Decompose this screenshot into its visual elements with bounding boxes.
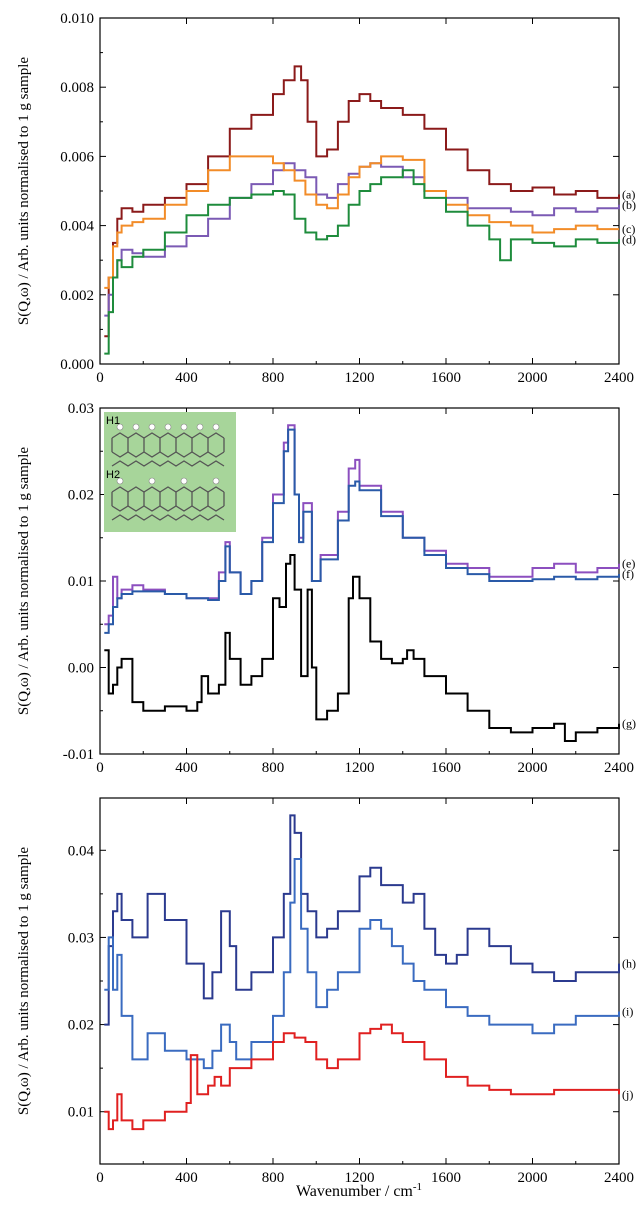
y-tick-label-bottom: 0.03 bbox=[68, 930, 94, 946]
y-tick-label-bottom: 0.02 bbox=[68, 1018, 94, 1034]
inset-label-h1: H1 bbox=[106, 415, 120, 427]
inset-hydrogen-atoms bbox=[116, 423, 220, 485]
y-tick-label-top: 0.004 bbox=[60, 219, 94, 235]
inset-lattice-h2 bbox=[111, 486, 225, 521]
series-line-f bbox=[104, 428, 620, 634]
series-label-a: (a) bbox=[622, 187, 635, 201]
x-tick-label-top: 2000 bbox=[518, 370, 548, 386]
x-tick-label-middle: 1200 bbox=[345, 760, 375, 776]
series-line-c bbox=[104, 155, 619, 289]
series-label-c: (c) bbox=[622, 222, 635, 236]
inset-background bbox=[104, 412, 236, 532]
x-tick-label-bottom: 0 bbox=[96, 1170, 104, 1186]
x-tick-label-middle: 400 bbox=[175, 760, 198, 776]
series-line-d bbox=[104, 169, 620, 355]
series-line-g bbox=[104, 554, 620, 742]
y-tick-label-middle: 0.02 bbox=[68, 488, 94, 504]
series-label-g: (g) bbox=[622, 717, 636, 731]
x-tick-label-middle: 800 bbox=[262, 760, 285, 776]
series-label-f: (f) bbox=[622, 567, 634, 581]
series-label-j: (j) bbox=[622, 1087, 633, 1101]
panel-top: 0 400 800 1200 1600 2000 2400 0.000 0.002 0.004 0.… bbox=[16, 11, 636, 386]
series-top: (a)(b) (c)(d) bbox=[104, 65, 636, 355]
y-tick-label-middle: 0.00 bbox=[68, 661, 94, 677]
y-tick-label-middle: 0.03 bbox=[68, 401, 94, 417]
x-tick-label-top: 0 bbox=[96, 370, 104, 386]
plot-frame-bottom bbox=[99, 797, 620, 1165]
x-axis-label: Wavenumber / cm-1 bbox=[296, 1181, 422, 1200]
series-label-b: (b) bbox=[622, 198, 636, 212]
axes-bottom: 0 400 800 1200 1600 2000 2400 0.01 0.02 0.03 0.04 bbox=[68, 798, 634, 1186]
axes-middle: 0 400 800 1200 1600 2000 2400 -0.01 0.00 0.01 0.02… bbox=[63, 401, 634, 776]
panel-bottom: 0 400 800 1200 1600 2000 24000.010.020.030.04 … bbox=[16, 797, 636, 1186]
x-tick-label-top: 800 bbox=[262, 370, 285, 386]
y-axis-label-top: S(Q,ω) / Arb. units normalised to 1 g sa… bbox=[16, 57, 32, 326]
series-line-a bbox=[104, 65, 620, 338]
series-line-j bbox=[104, 1023, 620, 1131]
inset-lattice-h1 bbox=[111, 432, 225, 467]
x-tick-label-bottom: 1200 bbox=[345, 1170, 375, 1186]
y-tick-label-top: 0.008 bbox=[60, 80, 94, 96]
series-line-i bbox=[104, 858, 620, 1070]
x-tick-label-top: 2400 bbox=[604, 370, 634, 386]
x-tick-label-middle: 0 bbox=[96, 760, 104, 776]
x-tick-label-bottom: 2000 bbox=[518, 1170, 548, 1186]
inset-label-h2: H2 bbox=[106, 469, 120, 481]
x-tick-label-top: 1200 bbox=[345, 370, 375, 386]
series-label-h: (h) bbox=[622, 957, 636, 971]
series-bottom: (h) (i) (j) bbox=[104, 814, 636, 1131]
x-tick-label-bottom: 400 bbox=[175, 1170, 198, 1186]
y-tick-label-middle: 0.01 bbox=[68, 574, 94, 590]
series-label-e: (e) bbox=[622, 557, 635, 571]
series-line-b bbox=[104, 162, 620, 317]
series-line-h bbox=[104, 814, 620, 1026]
x-axis-label-superscript: -1 bbox=[413, 1181, 422, 1193]
x-tick-label-bottom: 1600 bbox=[431, 1170, 461, 1186]
series-label-d: (d) bbox=[622, 232, 636, 246]
x-axis-label-text: Wavenumber / cm bbox=[296, 1183, 413, 1200]
series-middle: (e)(f) (g) bbox=[104, 424, 636, 742]
series-label-i: (i) bbox=[622, 1005, 633, 1019]
structure-inset: H1 H2 bbox=[104, 412, 236, 532]
x-tick-label-middle: 2000 bbox=[518, 760, 548, 776]
y-tick-label-top: 0.010 bbox=[60, 11, 94, 27]
y-axis-label-middle: S(Q,ω) / Arb. units normalised to 1 g sa… bbox=[16, 447, 32, 716]
panel-middle: 0 400 800 1200 1600 2000 2400 -0.01 0.00 0.01 0.02… bbox=[16, 401, 636, 776]
x-tick-label-bottom: 2400 bbox=[604, 1170, 634, 1186]
axes-top: 0 400 800 1200 1600 2000 2400 0.000 0.002 0.004 0.… bbox=[60, 11, 634, 386]
x-tick-label-top: 1600 bbox=[431, 370, 461, 386]
x-tick-label-middle: 2400 bbox=[604, 760, 634, 776]
y-tick-label-top: 0.006 bbox=[60, 149, 94, 165]
x-tick-label-bottom: 800 bbox=[262, 1170, 285, 1186]
x-tick-label-top: 400 bbox=[175, 370, 198, 386]
y-tick-label-top: 0.000 bbox=[60, 357, 94, 373]
y-tick-label-middle: -0.01 bbox=[63, 747, 94, 763]
x-tick-label-middle: 1600 bbox=[431, 760, 461, 776]
y-axis-label-bottom: S(Q,ω) / Arb. units normalised to 1 g sa… bbox=[16, 847, 32, 1116]
y-tick-label-bottom: 0.04 bbox=[68, 843, 95, 859]
y-tick-label-top: 0.002 bbox=[60, 288, 94, 304]
y-tick-label-bottom: 0.01 bbox=[68, 1105, 94, 1121]
